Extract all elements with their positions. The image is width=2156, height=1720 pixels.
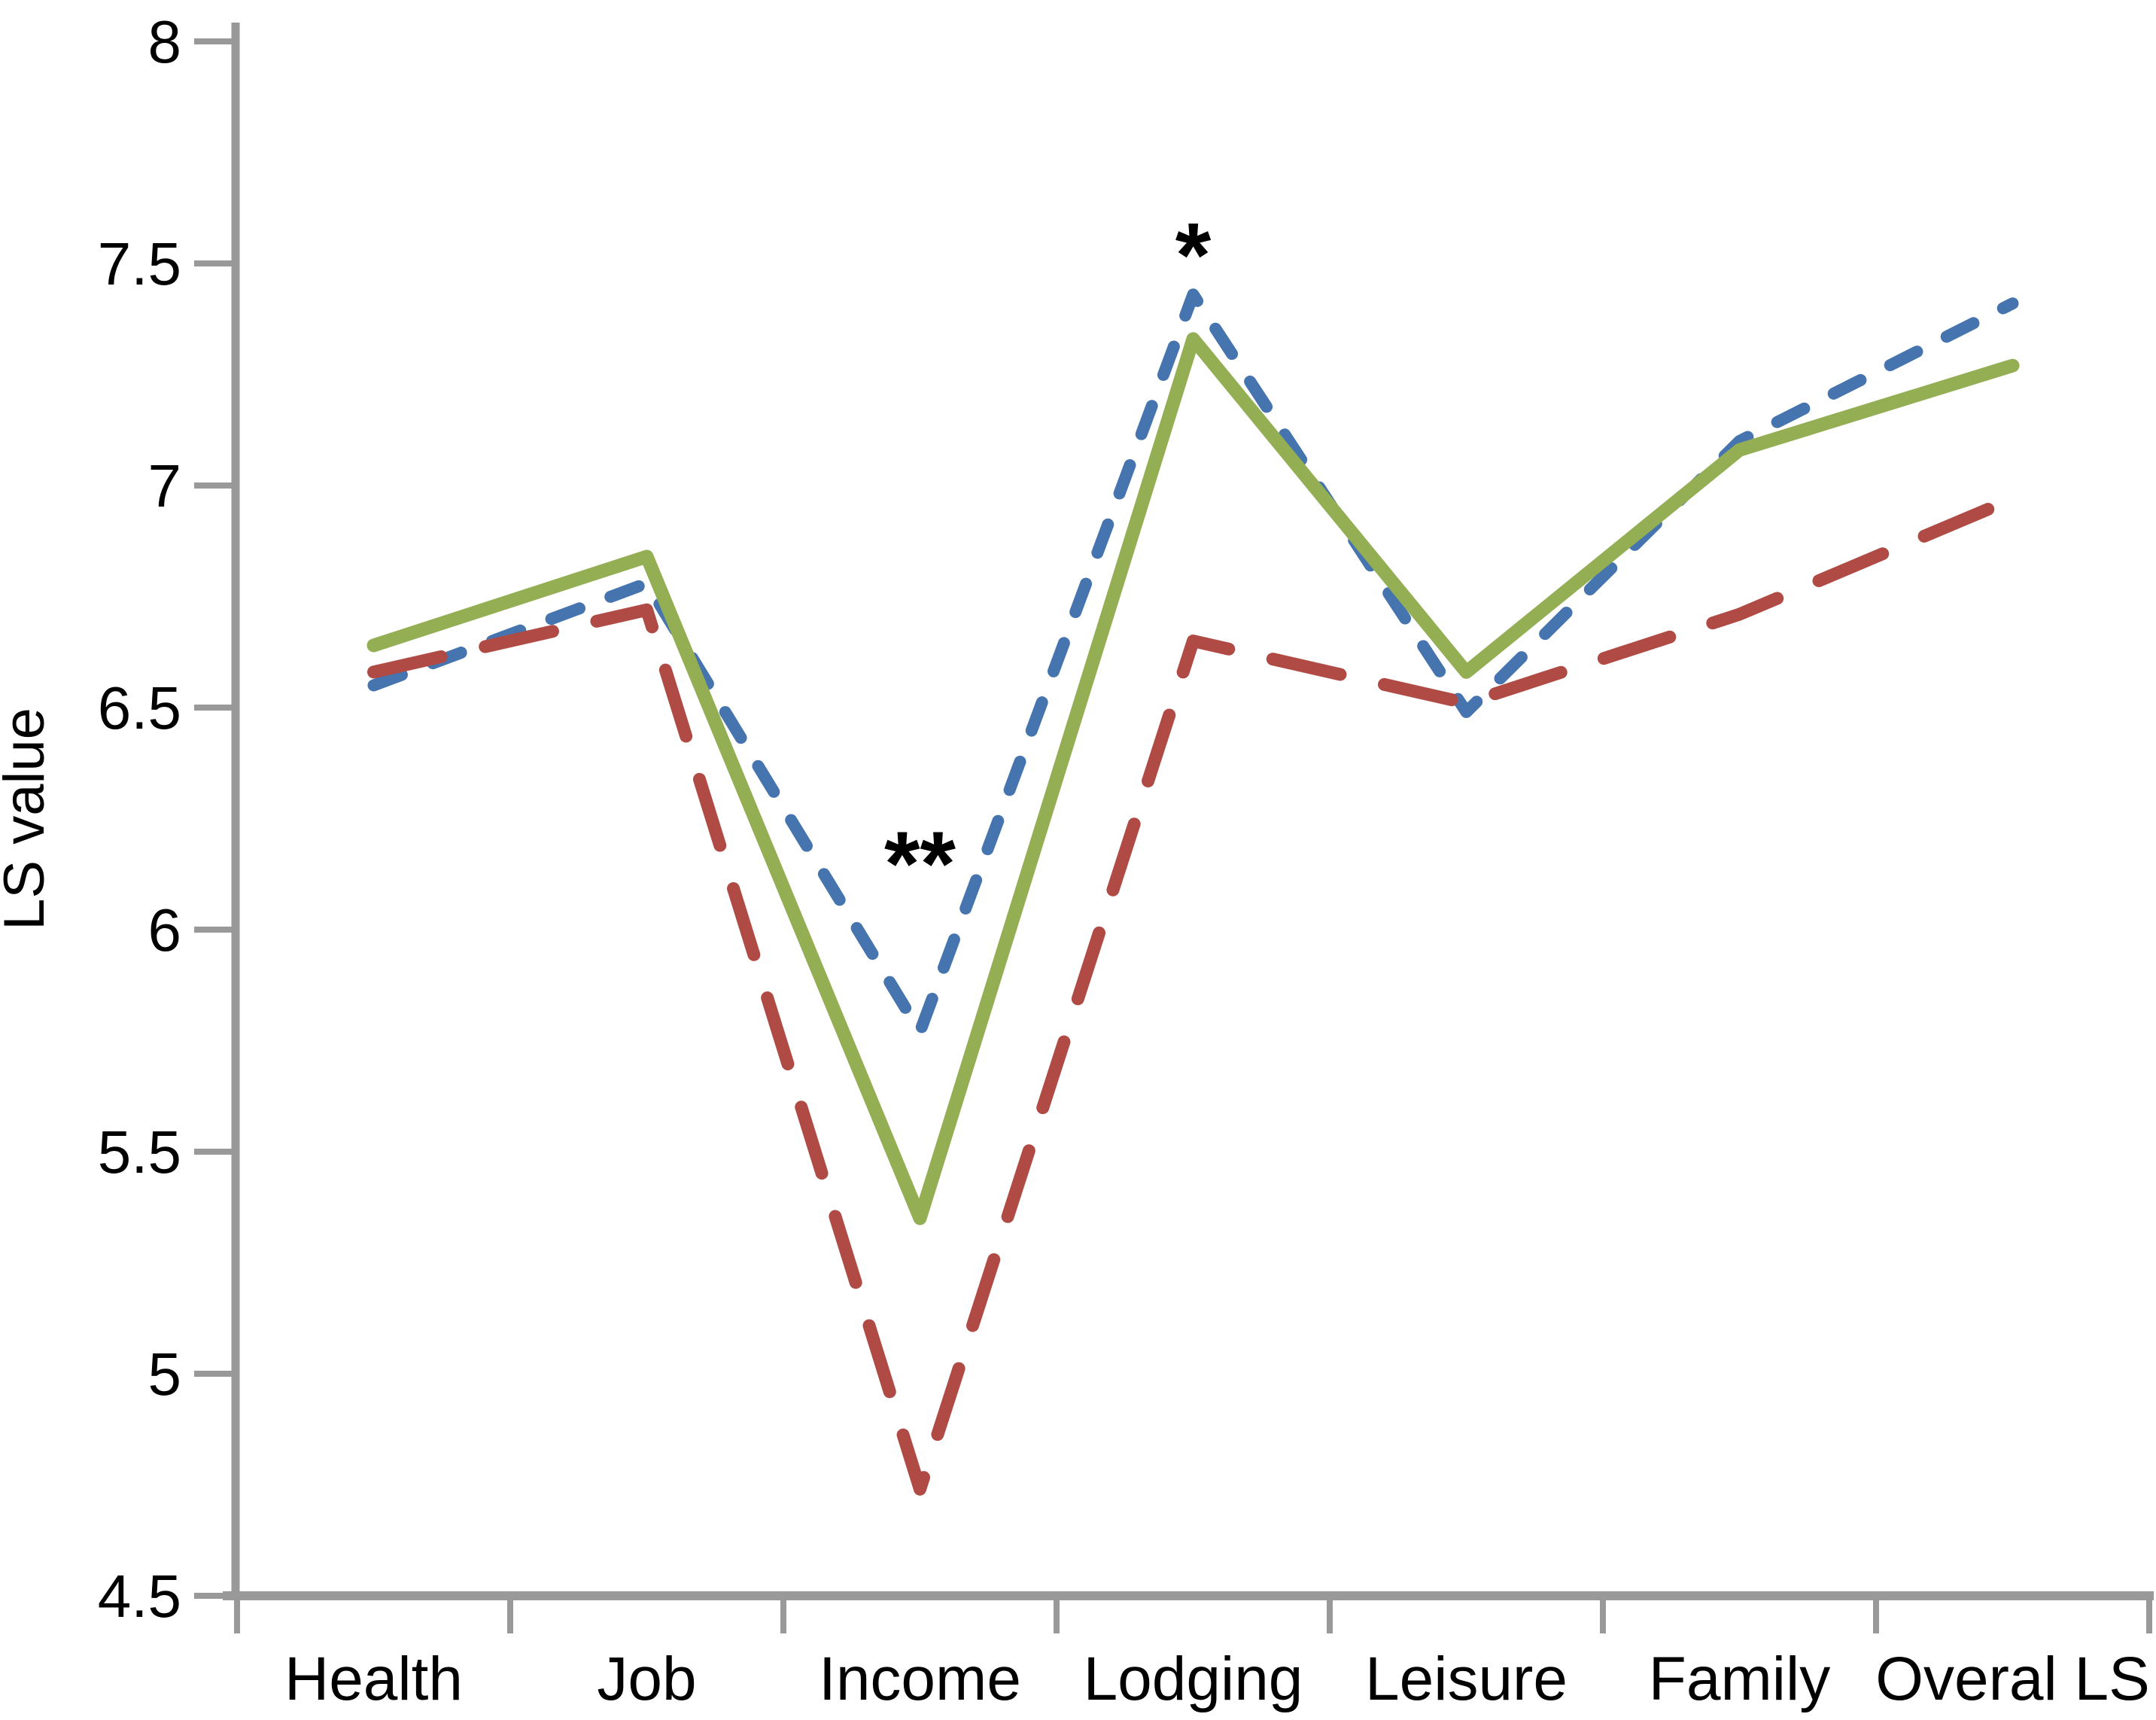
x-category-label: Overal LS bbox=[1875, 1645, 2150, 1713]
blue-short-dashed-line bbox=[367, 288, 2019, 1038]
x-category-label: Job bbox=[597, 1645, 696, 1713]
y-tick-label: 8 bbox=[148, 8, 182, 75]
y-tick-label: 4.5 bbox=[98, 1563, 181, 1630]
y-tick-label: 6.5 bbox=[98, 674, 181, 741]
x-category-label: Lodging bbox=[1084, 1645, 1303, 1713]
x-axis-category-labels: Health Job Income Lodging Leisure Family Overa… bbox=[284, 1645, 2150, 1713]
y-tick-label: 5 bbox=[148, 1341, 182, 1408]
x-category-label: Leisure bbox=[1365, 1645, 1568, 1713]
y-axis-title: LS value bbox=[0, 708, 56, 930]
y-tick-label: 6 bbox=[148, 897, 182, 964]
annotation-lodging: * bbox=[1175, 204, 1212, 306]
green-solid-line bbox=[366, 332, 2020, 1225]
y-axis-tick-labels: 8 7.5 7 6.5 6 5.5 5 4.5 bbox=[98, 8, 181, 1630]
annotation-income: ** bbox=[884, 812, 956, 915]
y-tick-label: 7 bbox=[148, 452, 182, 519]
y-tick-label: 5.5 bbox=[98, 1119, 181, 1186]
red-long-dashed-line bbox=[367, 492, 2019, 1496]
y-tick-label: 7.5 bbox=[98, 230, 181, 297]
significance-annotations: *** bbox=[884, 204, 1212, 915]
x-category-label: Health bbox=[284, 1645, 463, 1713]
y-axis-ticks bbox=[194, 38, 236, 1599]
x-category-label: Income bbox=[819, 1645, 1021, 1713]
data-series-lines bbox=[366, 288, 2020, 1496]
x-axis-ticks bbox=[234, 1596, 2152, 1633]
x-category-label: Family bbox=[1649, 1645, 1830, 1713]
